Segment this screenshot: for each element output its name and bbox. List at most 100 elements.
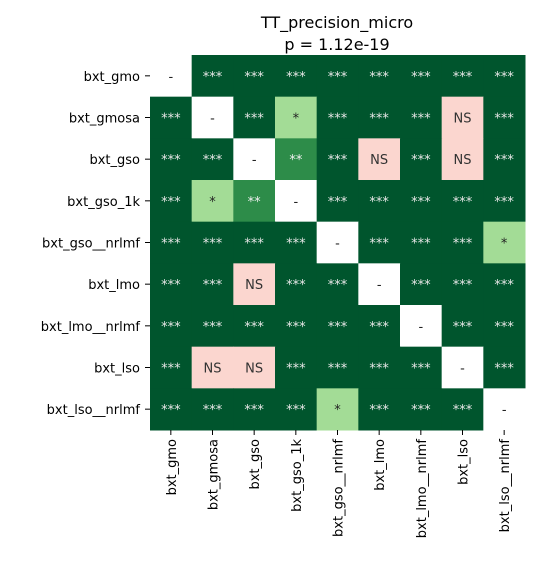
cell-annotation: *** — [328, 112, 348, 127]
heatmap-cell — [150, 96, 193, 139]
heatmap-cell — [441, 221, 484, 264]
cell-annotation: *** — [286, 403, 306, 418]
x-tick-label: bxt_lso__nrlmf — [498, 439, 513, 533]
heatmap-cell — [150, 346, 193, 389]
heatmap-cell — [316, 138, 359, 181]
heatmap-cell — [191, 96, 234, 139]
cell-annotation: *** — [286, 237, 306, 252]
chart-title: TT_precision_micro — [260, 13, 413, 33]
heatmap-cell — [150, 388, 193, 431]
heatmap-cell — [400, 96, 443, 139]
heatmap-cell — [275, 305, 318, 348]
heatmap-cell — [358, 305, 401, 348]
cell-annotation: *** — [328, 278, 348, 293]
cell-annotation: NS — [454, 112, 472, 127]
cell-annotation: * — [334, 403, 341, 418]
y-tick-label: bxt_lso — [94, 362, 140, 377]
cell-annotation: NS — [370, 153, 388, 168]
y-tick-label: bxt_gso__nrlmf — [42, 237, 140, 252]
cell-annotation: ** — [248, 195, 262, 210]
heatmap-cell — [400, 263, 443, 306]
heatmap-cell — [191, 346, 234, 389]
heatmap-cell — [358, 55, 401, 98]
heatmap-cell — [275, 180, 318, 223]
heatmap-cell — [275, 55, 318, 98]
y-tick-label: bxt_gso_1k — [67, 195, 140, 210]
heatmap-cell — [150, 138, 193, 181]
cell-annotation: *** — [161, 278, 181, 293]
x-tick-label: bxt_gmosa — [207, 439, 222, 510]
cell-annotation: *** — [244, 112, 264, 127]
cell-annotation: NS — [204, 362, 222, 377]
cell-annotation: *** — [286, 278, 306, 293]
heatmap-cell — [358, 180, 401, 223]
heatmap-cell — [191, 55, 234, 98]
cell-annotation: *** — [369, 195, 389, 210]
heatmap-cell — [441, 346, 484, 389]
heatmap-cell — [150, 305, 193, 348]
cell-annotation: - — [293, 195, 298, 210]
cell-annotation: NS — [454, 153, 472, 168]
cell-annotation: *** — [286, 362, 306, 377]
heatmap-cell — [358, 388, 401, 431]
heatmap-cell — [191, 388, 234, 431]
heatmap-cell — [275, 138, 318, 181]
heatmap-cell — [233, 180, 276, 223]
heatmap-cell — [483, 263, 526, 306]
cell-annotation: - — [168, 70, 173, 85]
cell-annotation: * — [501, 237, 508, 252]
cell-annotation: *** — [453, 237, 473, 252]
heatmap-cell — [233, 221, 276, 264]
y-tick-label: bxt_lmo__nrlmf — [41, 320, 141, 335]
cell-annotation: *** — [494, 278, 514, 293]
cell-annotation: *** — [203, 403, 223, 418]
cell-annotation: *** — [161, 195, 181, 210]
cell-annotation: *** — [161, 362, 181, 377]
heatmap-cell — [191, 305, 234, 348]
cell-annotation: *** — [453, 320, 473, 335]
cell-annotation: *** — [453, 195, 473, 210]
heatmap-cell — [483, 221, 526, 264]
cell-annotation: *** — [328, 70, 348, 85]
cell-annotation: *** — [411, 362, 431, 377]
heatmap-cell — [483, 346, 526, 389]
x-tick-label: bxt_gmo — [165, 439, 180, 495]
y-tick-label: bxt_lmo — [88, 278, 140, 293]
cell-annotation: *** — [411, 403, 431, 418]
cell-annotation: - — [502, 403, 507, 418]
heatmap-cell — [441, 388, 484, 431]
x-tick-label: bxt_lmo__nrlmf — [415, 439, 430, 539]
heatmap-cell — [316, 305, 359, 348]
heatmap-cell — [233, 96, 276, 139]
cell-annotation: *** — [411, 278, 431, 293]
heatmap-cells: - *** *** *** *** *** *** *** ****** - *** * *** *** *… — [150, 55, 526, 431]
chart-subtitle: p = 1.12e-19 — [284, 35, 389, 54]
heatmap-cell — [400, 346, 443, 389]
cell-annotation: - — [210, 112, 215, 127]
heatmap-cell — [483, 96, 526, 139]
cell-annotation: *** — [494, 70, 514, 85]
heatmap-cell — [400, 55, 443, 98]
cell-annotation: *** — [203, 320, 223, 335]
heatmap-cell — [275, 346, 318, 389]
heatmap-cell — [400, 180, 443, 223]
heatmap-cell — [233, 263, 276, 306]
cell-annotation: *** — [161, 112, 181, 127]
heatmap-cell — [316, 346, 359, 389]
y-tick-label: bxt_gso — [89, 153, 140, 168]
heatmap-cell — [191, 221, 234, 264]
cell-annotation: *** — [494, 195, 514, 210]
y-tick-label: bxt_lso__nrlmf — [47, 403, 141, 418]
heatmap-cell — [233, 346, 276, 389]
cell-annotation: *** — [244, 237, 264, 252]
y-tick-label: bxt_gmosa — [69, 112, 140, 127]
cell-annotation: *** — [328, 153, 348, 168]
cell-annotation: *** — [286, 70, 306, 85]
cell-annotation: *** — [453, 403, 473, 418]
heatmap-cell — [191, 180, 234, 223]
cell-annotation: *** — [244, 320, 264, 335]
cell-annotation: *** — [328, 195, 348, 210]
heatmap-cell — [483, 180, 526, 223]
heatmap-cell — [316, 263, 359, 306]
cell-annotation: *** — [494, 112, 514, 127]
